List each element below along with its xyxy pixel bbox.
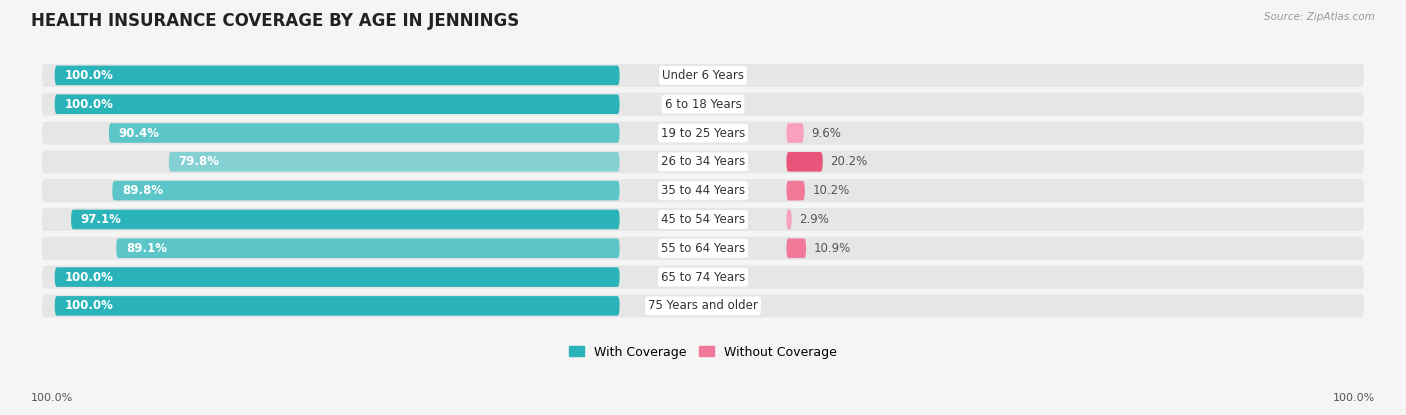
Text: 2.9%: 2.9% <box>800 213 830 226</box>
Text: 45 to 54 Years: 45 to 54 Years <box>661 213 745 226</box>
FancyBboxPatch shape <box>169 152 620 172</box>
FancyBboxPatch shape <box>72 210 620 229</box>
Text: Under 6 Years: Under 6 Years <box>662 69 744 82</box>
FancyBboxPatch shape <box>55 95 620 114</box>
Text: 89.1%: 89.1% <box>127 242 167 255</box>
FancyBboxPatch shape <box>42 237 1364 260</box>
Text: 6 to 18 Years: 6 to 18 Years <box>665 98 741 111</box>
Text: 75 Years and older: 75 Years and older <box>648 299 758 312</box>
Text: 20.2%: 20.2% <box>831 155 868 168</box>
Text: 55 to 64 Years: 55 to 64 Years <box>661 242 745 255</box>
Text: Source: ZipAtlas.com: Source: ZipAtlas.com <box>1264 12 1375 22</box>
Legend: With Coverage, Without Coverage: With Coverage, Without Coverage <box>564 341 842 364</box>
FancyBboxPatch shape <box>786 123 804 143</box>
FancyBboxPatch shape <box>55 267 620 287</box>
FancyBboxPatch shape <box>55 296 620 316</box>
Text: 10.9%: 10.9% <box>814 242 851 255</box>
FancyBboxPatch shape <box>786 239 806 258</box>
Text: 97.1%: 97.1% <box>80 213 121 226</box>
FancyBboxPatch shape <box>42 208 1364 231</box>
Text: 65 to 74 Years: 65 to 74 Years <box>661 271 745 283</box>
Text: 100.0%: 100.0% <box>65 98 114 111</box>
FancyBboxPatch shape <box>55 66 620 85</box>
FancyBboxPatch shape <box>786 210 792 229</box>
Text: 100.0%: 100.0% <box>1333 393 1375 403</box>
Text: 100.0%: 100.0% <box>65 271 114 283</box>
FancyBboxPatch shape <box>42 93 1364 116</box>
Text: 19 to 25 Years: 19 to 25 Years <box>661 127 745 139</box>
Text: 9.6%: 9.6% <box>811 127 841 139</box>
FancyBboxPatch shape <box>42 150 1364 173</box>
Text: 100.0%: 100.0% <box>31 393 73 403</box>
FancyBboxPatch shape <box>117 239 620 258</box>
Text: HEALTH INSURANCE COVERAGE BY AGE IN JENNINGS: HEALTH INSURANCE COVERAGE BY AGE IN JENN… <box>31 12 519 30</box>
FancyBboxPatch shape <box>42 294 1364 317</box>
FancyBboxPatch shape <box>108 123 620 143</box>
Text: 89.8%: 89.8% <box>122 184 163 197</box>
FancyBboxPatch shape <box>112 181 620 200</box>
Text: 100.0%: 100.0% <box>65 299 114 312</box>
Text: 100.0%: 100.0% <box>65 69 114 82</box>
Text: 26 to 34 Years: 26 to 34 Years <box>661 155 745 168</box>
FancyBboxPatch shape <box>42 266 1364 288</box>
FancyBboxPatch shape <box>786 152 823 172</box>
FancyBboxPatch shape <box>42 179 1364 202</box>
Text: 10.2%: 10.2% <box>813 184 849 197</box>
Text: 90.4%: 90.4% <box>118 127 160 139</box>
FancyBboxPatch shape <box>42 64 1364 87</box>
Text: 35 to 44 Years: 35 to 44 Years <box>661 184 745 197</box>
FancyBboxPatch shape <box>786 181 804 200</box>
FancyBboxPatch shape <box>42 122 1364 144</box>
Text: 79.8%: 79.8% <box>179 155 219 168</box>
